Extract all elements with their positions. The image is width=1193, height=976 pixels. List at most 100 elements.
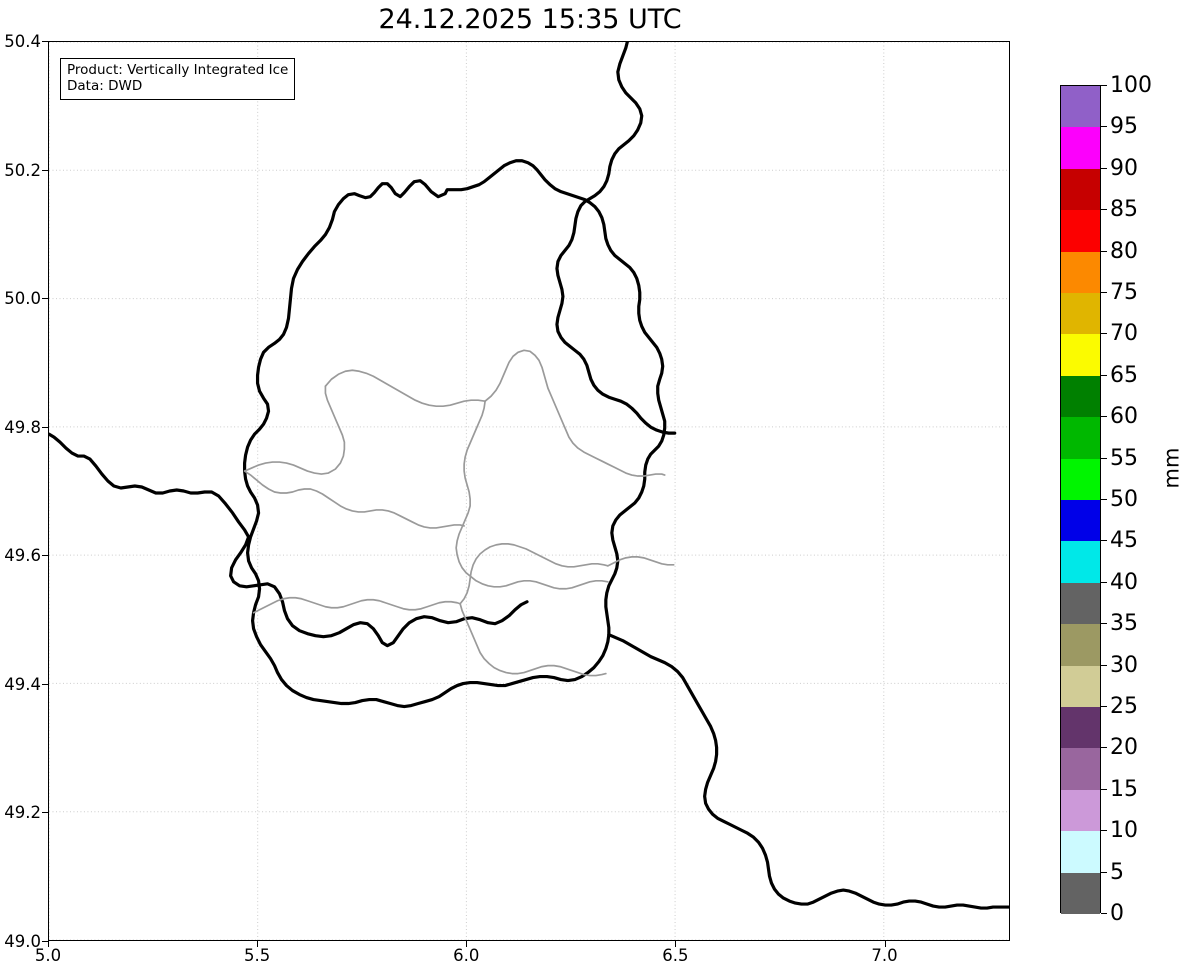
x-tick-label: 6.0 xyxy=(453,946,480,965)
colorbar-tick-line xyxy=(1101,167,1107,169)
colorbar-band xyxy=(1061,500,1100,542)
y-tick-mark xyxy=(42,683,48,685)
colorbar-tick-text: 15 xyxy=(1110,776,1138,802)
y-tick-mark xyxy=(42,41,48,42)
colorbar-tick-line xyxy=(1101,374,1107,376)
colorbar-tick-text: 95 xyxy=(1110,114,1138,140)
x-tick-label: 6.5 xyxy=(662,946,689,965)
colorbar-band xyxy=(1061,168,1100,211)
x-axis-tick-marks xyxy=(48,941,1010,947)
colorbar-band xyxy=(1061,210,1100,252)
colorbar-tick-text: 35 xyxy=(1110,611,1138,637)
colorbar-unit-label: mm xyxy=(1159,447,1184,489)
y-tick-label: 49.4 xyxy=(4,674,41,694)
colorbar-tick-labels: 0 5 10 15 20 25 30 35 40 45 50 55 60 65 70 75 80 85 90 95 10… xyxy=(1101,73,1193,926)
colorbar-band xyxy=(1061,872,1100,914)
y-tick-mark xyxy=(42,298,48,300)
colorbar-tick-line xyxy=(1101,416,1107,418)
colorbar-tick-line xyxy=(1101,333,1107,335)
luxembourg-border xyxy=(242,159,667,709)
colorbar-tick-text: 90 xyxy=(1110,155,1138,181)
x-tick-mark xyxy=(675,941,677,947)
colorbar-tick-text: 80 xyxy=(1110,238,1138,264)
colorbar-tick-text: 25 xyxy=(1110,694,1138,719)
x-tick-mark xyxy=(884,941,886,947)
colorbar-tick-text: 85 xyxy=(1110,197,1138,223)
colorbar-tick-line xyxy=(1101,788,1107,790)
colorbar-band xyxy=(1061,789,1100,832)
colorbar-tick-line xyxy=(1101,85,1107,86)
southeastern-international-border xyxy=(607,633,1009,910)
colorbar-tick-text: 60 xyxy=(1110,404,1138,430)
x-tick-mark xyxy=(257,941,259,947)
y-tick-mark xyxy=(42,426,48,428)
colorbar-band xyxy=(1061,458,1100,500)
x-tick-label: 5.5 xyxy=(244,946,271,965)
x-tick-mark xyxy=(466,941,468,947)
colorbar-tick-text: 70 xyxy=(1110,321,1138,347)
x-tick-label: 5.0 xyxy=(34,946,62,965)
y-tick-mark xyxy=(42,941,48,942)
colorbar-band xyxy=(1061,624,1100,666)
colorbar-band xyxy=(1061,86,1100,128)
y-tick-mark xyxy=(42,555,48,557)
colorbar-tick-line xyxy=(1101,664,1107,666)
colorbar-band xyxy=(1061,707,1100,749)
y-axis-tick-marks xyxy=(42,41,48,942)
colorbar-tick-line xyxy=(1101,292,1107,293)
page-title: 24.12.2025 15:35 UTC xyxy=(378,4,682,35)
colorbar-tick-text: 75 xyxy=(1110,280,1138,305)
colorbar-tick-line xyxy=(1101,457,1107,459)
info-data-line: Data: DWD xyxy=(67,78,143,95)
colorbar-band xyxy=(1061,417,1100,459)
colorbar-band xyxy=(1061,831,1100,873)
y-tick-mark xyxy=(42,812,48,814)
colorbar[interactable] xyxy=(1060,85,1101,914)
colorbar-tick-line xyxy=(1101,830,1107,832)
grid-layer xyxy=(49,42,1009,940)
y-tick-mark xyxy=(42,169,48,171)
y-tick-label: 50.2 xyxy=(4,160,41,180)
product-info-box: Product: Vertically Integrated Ice Data:… xyxy=(60,58,296,100)
colorbar-tick-line xyxy=(1101,623,1107,625)
map-plot-area[interactable] xyxy=(48,41,1010,941)
colorbar-tick-line xyxy=(1101,706,1107,707)
colorbar-band xyxy=(1061,582,1100,625)
colorbar-tick-line xyxy=(1101,499,1107,500)
y-tick-label: 49.0 xyxy=(4,932,41,951)
colorbar-tick-line xyxy=(1101,913,1107,914)
colorbar-tick-line xyxy=(1101,540,1107,542)
y-tick-label: 49.6 xyxy=(4,546,41,566)
colorbar-tick-text: 0 xyxy=(1110,901,1124,926)
map-borders-layer xyxy=(49,42,1009,910)
western-international-border xyxy=(49,432,529,648)
x-tick-label: 7.0 xyxy=(871,946,898,965)
colorbar-tick-line xyxy=(1101,747,1107,749)
colorbar-tick-text: 65 xyxy=(1110,362,1138,388)
colorbar-tick-text: 40 xyxy=(1110,569,1138,595)
colorbar-tick-line xyxy=(1101,871,1107,873)
colorbar-band xyxy=(1061,334,1100,376)
colorbar-band xyxy=(1061,665,1100,707)
colorbar-tick-text: 100 xyxy=(1110,73,1152,98)
colorbar-tick-line xyxy=(1101,581,1107,583)
colorbar-band xyxy=(1061,251,1100,293)
colorbar-tick-text: 5 xyxy=(1110,859,1124,885)
colorbar-band xyxy=(1061,541,1100,583)
colorbar-tick-text: 30 xyxy=(1110,652,1138,678)
colorbar-tick-line xyxy=(1101,126,1107,128)
colorbar-tick-text: 20 xyxy=(1110,735,1138,761)
colorbar-tick-text: 10 xyxy=(1110,818,1138,844)
info-product-line: Product: Vertically Integrated Ice xyxy=(67,62,289,78)
y-tick-label: 49.2 xyxy=(4,803,41,823)
colorbar-tick-line xyxy=(1101,209,1107,211)
colorbar-tick-line xyxy=(1101,250,1107,252)
colorbar-band xyxy=(1061,293,1100,335)
colorbar-band xyxy=(1061,375,1100,418)
y-tick-label: 49.8 xyxy=(4,417,41,437)
y-tick-label: 50.4 xyxy=(4,32,41,51)
colorbar-band xyxy=(1061,127,1100,169)
colorbar-band xyxy=(1061,748,1100,790)
colorbar-tick-text: 55 xyxy=(1110,445,1138,471)
